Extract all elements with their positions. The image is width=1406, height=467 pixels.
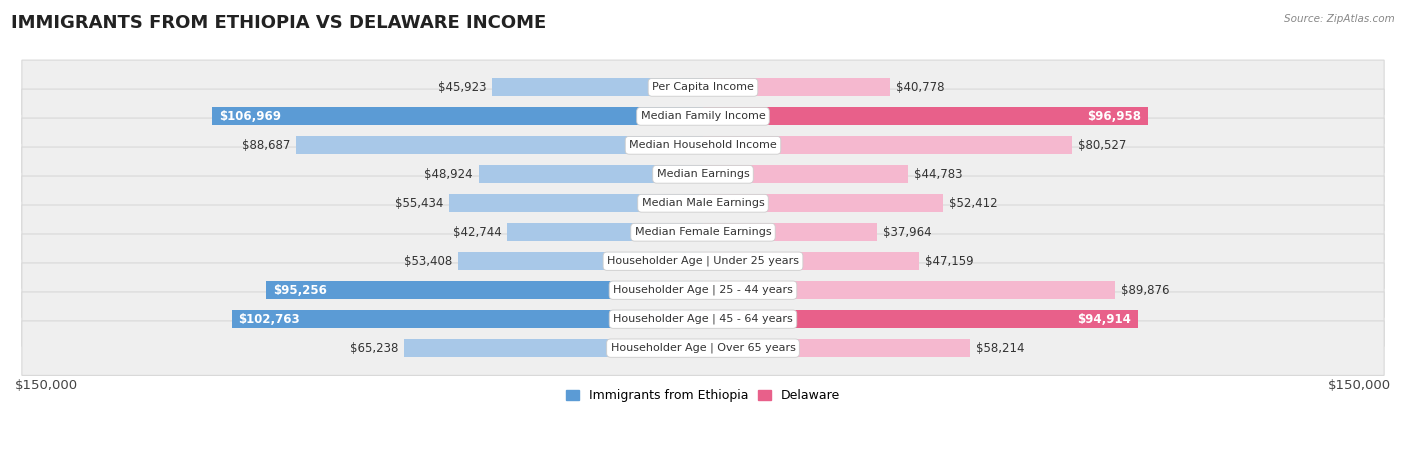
Bar (703, 252, 920, 270)
Bar (297, 136, 703, 154)
Bar (703, 194, 943, 212)
FancyBboxPatch shape (22, 263, 1384, 318)
Text: $89,876: $89,876 (1121, 283, 1170, 297)
FancyBboxPatch shape (22, 60, 1384, 114)
FancyBboxPatch shape (22, 205, 1384, 260)
Bar (458, 252, 703, 270)
Bar (703, 281, 1115, 299)
Bar (703, 136, 1073, 154)
Bar (492, 78, 703, 96)
Text: Per Capita Income: Per Capita Income (652, 82, 754, 92)
Text: Median Family Income: Median Family Income (641, 111, 765, 121)
FancyBboxPatch shape (22, 176, 1384, 231)
Text: Householder Age | Under 25 years: Householder Age | Under 25 years (607, 256, 799, 267)
FancyBboxPatch shape (22, 118, 1384, 172)
Text: $88,687: $88,687 (242, 139, 291, 152)
Legend: Immigrants from Ethiopia, Delaware: Immigrants from Ethiopia, Delaware (561, 384, 845, 407)
Text: $150,000: $150,000 (1327, 379, 1391, 391)
Bar (508, 223, 703, 241)
Text: Median Household Income: Median Household Income (628, 140, 778, 150)
Text: $94,914: $94,914 (1077, 313, 1132, 325)
Text: $55,434: $55,434 (395, 197, 443, 210)
Bar (232, 310, 703, 328)
Text: Householder Age | Over 65 years: Householder Age | Over 65 years (610, 343, 796, 354)
Text: Median Male Earnings: Median Male Earnings (641, 198, 765, 208)
Bar (212, 107, 703, 125)
Text: Source: ZipAtlas.com: Source: ZipAtlas.com (1284, 14, 1395, 24)
Text: $96,958: $96,958 (1087, 110, 1140, 123)
Text: $65,238: $65,238 (350, 342, 398, 354)
Bar (404, 339, 703, 357)
FancyBboxPatch shape (22, 292, 1384, 347)
FancyBboxPatch shape (22, 321, 1384, 375)
Text: $95,256: $95,256 (273, 283, 326, 297)
FancyBboxPatch shape (22, 89, 1384, 143)
Text: $40,778: $40,778 (896, 81, 943, 94)
Text: Householder Age | 45 - 64 years: Householder Age | 45 - 64 years (613, 314, 793, 325)
Text: Median Female Earnings: Median Female Earnings (634, 227, 772, 237)
Bar (266, 281, 703, 299)
Bar (478, 165, 703, 183)
Text: $106,969: $106,969 (219, 110, 281, 123)
Text: $58,214: $58,214 (976, 342, 1024, 354)
Bar (703, 223, 877, 241)
Text: $37,964: $37,964 (883, 226, 931, 239)
Text: $150,000: $150,000 (15, 379, 79, 391)
Bar (703, 107, 1147, 125)
Text: $53,408: $53,408 (405, 255, 453, 268)
Text: $45,923: $45,923 (439, 81, 486, 94)
Text: $48,924: $48,924 (425, 168, 472, 181)
Text: Median Earnings: Median Earnings (657, 169, 749, 179)
Text: $42,744: $42,744 (453, 226, 502, 239)
Bar (703, 339, 970, 357)
Text: $52,412: $52,412 (949, 197, 997, 210)
Text: $44,783: $44,783 (914, 168, 963, 181)
Text: $102,763: $102,763 (239, 313, 299, 325)
Bar (449, 194, 703, 212)
Bar (703, 78, 890, 96)
Text: $47,159: $47,159 (925, 255, 973, 268)
Bar (703, 165, 908, 183)
FancyBboxPatch shape (22, 147, 1384, 202)
Text: IMMIGRANTS FROM ETHIOPIA VS DELAWARE INCOME: IMMIGRANTS FROM ETHIOPIA VS DELAWARE INC… (11, 14, 547, 32)
Text: Householder Age | 25 - 44 years: Householder Age | 25 - 44 years (613, 285, 793, 296)
Text: $80,527: $80,527 (1078, 139, 1126, 152)
FancyBboxPatch shape (22, 234, 1384, 289)
Bar (703, 310, 1139, 328)
